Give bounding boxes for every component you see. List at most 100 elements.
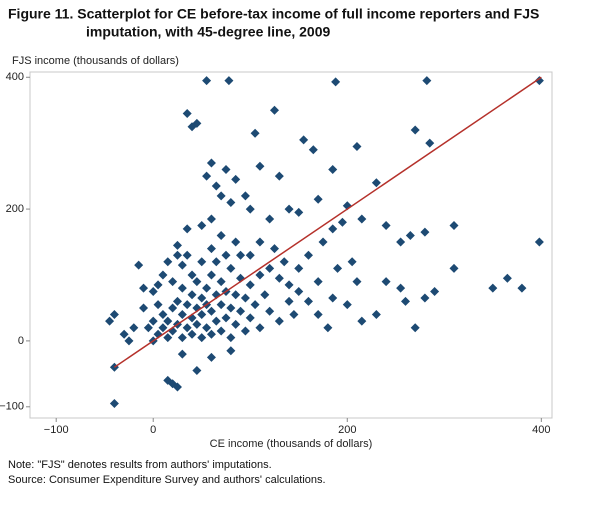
scatter-point — [231, 319, 241, 329]
scatter-point — [202, 76, 212, 86]
scatter-point — [192, 277, 202, 287]
scatter-point — [182, 250, 192, 260]
scatter-point — [109, 310, 119, 320]
scatter-point — [245, 313, 255, 323]
scatter-point — [143, 323, 153, 333]
scatter-point — [488, 283, 498, 293]
line — [113, 76, 542, 368]
scatter-point — [197, 257, 207, 267]
scatter-point — [331, 77, 341, 87]
scatter-point — [274, 316, 284, 326]
scatter-point — [197, 293, 207, 303]
scatter-point — [148, 286, 158, 296]
scatter-point — [347, 257, 357, 267]
scatter-point — [299, 135, 309, 145]
chart-title: imputation, with 45-degree line, 2009 — [86, 24, 330, 40]
y-tick-label: 400 — [6, 71, 24, 83]
scatter-point — [313, 310, 323, 320]
scatter-point — [400, 296, 410, 306]
scatter-point — [236, 250, 246, 260]
scatter-point — [371, 310, 381, 320]
scatter-point — [182, 323, 192, 333]
scatter-point — [221, 250, 231, 260]
scatter-point — [274, 171, 284, 181]
scatter-point — [148, 316, 158, 326]
x-tick-label: −100 — [44, 424, 69, 436]
scatter-point — [202, 323, 212, 333]
scatter-point — [168, 303, 178, 313]
scatter-point — [240, 326, 250, 336]
scatter-point — [172, 250, 182, 260]
scatter-point — [250, 128, 260, 138]
scatter-point — [226, 333, 236, 343]
scatter-point — [158, 323, 168, 333]
y-axis-label: FJS income (thousands of dollars) — [12, 55, 179, 67]
scatter-point — [284, 296, 294, 306]
scatter-point — [226, 197, 236, 207]
scatter-point — [192, 366, 202, 376]
scatter-point — [245, 280, 255, 290]
scatter-point — [420, 227, 430, 237]
x-axis-label: CE income (thousands of dollars) — [210, 438, 373, 450]
scatter-point — [333, 263, 343, 273]
scatter-point — [221, 165, 231, 175]
scatter-point — [449, 221, 459, 231]
y-tick-label: 200 — [6, 203, 24, 215]
scatter-point — [231, 174, 241, 184]
scatter-point — [371, 178, 381, 188]
scatter-point — [328, 224, 338, 234]
scatter-point — [224, 76, 234, 86]
scatter-point — [226, 263, 236, 273]
scatter-point — [206, 306, 216, 316]
scatter-point — [318, 237, 328, 247]
scatter-point — [250, 300, 260, 310]
scatter-point — [396, 283, 406, 293]
scatter-point — [177, 283, 187, 293]
scatter-point — [202, 283, 212, 293]
scatter-point — [124, 336, 134, 346]
scatter-point — [425, 138, 435, 148]
scatter-point — [119, 329, 129, 339]
scatter-point — [206, 158, 216, 168]
scatter-point — [153, 280, 163, 290]
scatter-point — [245, 250, 255, 260]
scatter-point — [255, 323, 265, 333]
scatter-point — [134, 260, 144, 270]
scatter-point — [226, 303, 236, 313]
scatter-point — [216, 230, 226, 240]
scatter-point — [294, 263, 304, 273]
scatter-point — [206, 244, 216, 254]
scatter-point — [381, 221, 391, 231]
scatter-point — [534, 76, 544, 86]
chart-title: Figure 11. Scatterplot for CE before-tax… — [8, 6, 539, 22]
scatter-point — [328, 293, 338, 303]
scatter-point — [211, 181, 221, 191]
scatter-point — [410, 323, 420, 333]
scatter-point — [216, 300, 226, 310]
scatter-point — [289, 310, 299, 320]
scatter-point — [240, 293, 250, 303]
scatter-point — [105, 316, 115, 326]
scatter-point — [172, 240, 182, 250]
scatter-point — [236, 306, 246, 316]
scatter-point — [357, 214, 367, 224]
scatter-point — [139, 283, 149, 293]
scatter-point — [163, 257, 173, 267]
scatter-point — [284, 280, 294, 290]
scatter-point — [422, 76, 432, 86]
scatter-point — [260, 290, 270, 300]
scatter-point — [534, 237, 544, 247]
scatter-point — [158, 310, 168, 320]
scatter-point — [206, 270, 216, 280]
scatter-point — [265, 306, 275, 316]
scatter-point — [216, 191, 226, 201]
scatter-point — [177, 333, 187, 343]
note: Note: "FJS" denotes results from authors… — [8, 459, 272, 471]
scatter-point — [216, 277, 226, 287]
x-tick-label: 400 — [532, 424, 550, 436]
scatter-point — [192, 118, 202, 128]
scatter-point — [430, 286, 440, 296]
scatter-point — [342, 300, 352, 310]
scatter-point — [231, 237, 241, 247]
